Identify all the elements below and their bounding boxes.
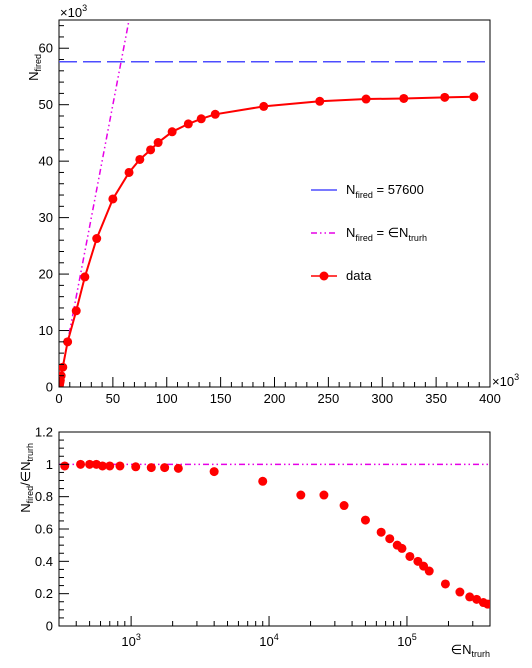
bottom-x-axis-label: ∈Ntrurh xyxy=(451,642,490,659)
bottom-y-tick-label: 1 xyxy=(46,457,53,472)
top-y-axis: 0 10 20 30 40 50 60 xyxy=(39,25,69,395)
top-x-axis: 0 50 100 150 200 250 300 350 400 xyxy=(55,377,501,406)
top-data-point xyxy=(59,362,68,372)
bottom-y-axis: 0 0.2 0.4 0.6 0.8 1 1.2 xyxy=(35,425,69,634)
bottom-data-point xyxy=(115,461,125,471)
legend-entry-hline: Nfired = 57600 xyxy=(311,182,424,200)
bottom-data-point xyxy=(160,463,170,473)
top-data-point xyxy=(440,92,450,102)
bottom-data-point xyxy=(258,476,268,486)
bottom-y-tick-label: 0.4 xyxy=(35,554,53,569)
top-x-tick-label: 400 xyxy=(479,391,501,406)
bottom-data-point xyxy=(455,587,465,597)
bottom-x-tick-label: 103 xyxy=(121,632,140,649)
top-data-point xyxy=(71,306,81,316)
bottom-data-point xyxy=(424,566,434,576)
bottom-x-axis: 103 104 105 xyxy=(58,616,491,649)
top-x-tick-label: 250 xyxy=(318,391,340,406)
top-data-point xyxy=(108,194,118,204)
top-panel: 0 50 100 150 200 250 300 350 400 0 10 20 30 40 50 60 ×… xyxy=(26,3,519,406)
bottom-data-point xyxy=(146,463,156,473)
bottom-y-tick-label: 0 xyxy=(46,619,53,634)
legend-hline-label: Nfired = 57600 xyxy=(346,182,424,200)
bottom-data-point xyxy=(76,459,86,469)
bottom-data-point xyxy=(376,527,386,537)
top-data-point xyxy=(399,93,409,103)
top-data-point xyxy=(469,92,479,102)
top-data-point xyxy=(135,154,145,164)
bottom-plot-frame xyxy=(58,431,491,627)
top-y-tick-label: 50 xyxy=(39,97,53,112)
top-x-multiplier: ×103 xyxy=(492,372,519,389)
top-data-point xyxy=(361,94,371,104)
top-x-tick-label: 300 xyxy=(371,391,393,406)
bottom-data-point xyxy=(97,461,107,471)
top-y-axis-label: Nfired xyxy=(26,54,43,81)
top-data-point xyxy=(167,127,177,137)
top-x-tick-label: 0 xyxy=(55,391,62,406)
bottom-data-point xyxy=(405,551,415,561)
bottom-data-point xyxy=(465,592,475,602)
bottom-data-point xyxy=(296,490,306,500)
top-x-tick-label: 200 xyxy=(264,391,286,406)
bottom-data-point xyxy=(440,579,450,589)
bottom-data-point xyxy=(339,501,349,511)
legend: Nfired = 57600 Nfired = ∈Ntrurh data xyxy=(311,182,427,283)
bottom-y-tick-label: 0.6 xyxy=(35,522,53,537)
bottom-y-tick-label: 0.2 xyxy=(35,586,53,601)
bottom-data-point xyxy=(360,515,370,525)
bottom-data-point xyxy=(173,463,183,473)
top-data-point xyxy=(146,145,156,155)
top-data-point xyxy=(183,119,193,129)
bottom-data-points xyxy=(60,459,490,609)
bottom-data-point xyxy=(105,461,115,471)
top-y-tick-label: 60 xyxy=(39,41,53,56)
top-y-multiplier: ×103 xyxy=(60,3,87,20)
bottom-data-point xyxy=(385,534,395,544)
top-y-tick-label: 20 xyxy=(39,267,53,282)
legend-data-label: data xyxy=(346,268,372,283)
bottom-data-point xyxy=(85,459,95,469)
legend-proportional-label: Nfired = ∈Ntrurh xyxy=(346,225,427,243)
bottom-y-tick-label: 0.8 xyxy=(35,489,53,504)
top-x-tick-label: 350 xyxy=(425,391,447,406)
bottom-x-tick-label: 104 xyxy=(259,632,278,649)
bottom-data-point xyxy=(209,467,219,477)
bottom-data-point xyxy=(60,461,70,471)
bottom-y-axis-label: Nfired/∈Ntrurh xyxy=(18,443,35,513)
bottom-data-point xyxy=(319,490,329,500)
top-y-tick-label: 40 xyxy=(39,154,53,169)
legend-data-marker xyxy=(319,271,329,281)
top-x-tick-label: 50 xyxy=(106,391,120,406)
top-x-tick-label: 150 xyxy=(210,391,232,406)
top-data-point xyxy=(63,337,73,347)
top-series-proportional-line xyxy=(59,20,130,387)
bottom-data-point xyxy=(397,543,407,553)
legend-entry-proportional: Nfired = ∈Ntrurh xyxy=(311,225,427,243)
top-data-point xyxy=(196,114,206,124)
top-data-point xyxy=(153,138,163,148)
top-data-point xyxy=(210,109,220,119)
bottom-data-point xyxy=(472,594,482,604)
legend-entry-data: data xyxy=(311,268,372,283)
top-data-point xyxy=(315,96,325,106)
top-y-tick-label: 30 xyxy=(39,210,53,225)
top-data-point xyxy=(80,272,90,282)
top-data-points xyxy=(59,92,479,387)
top-y-tick-label: 10 xyxy=(39,323,53,338)
top-data-point xyxy=(92,234,102,244)
top-y-tick-label: 0 xyxy=(46,380,53,395)
top-data-point xyxy=(124,167,134,177)
bottom-data-point xyxy=(131,462,141,472)
bottom-y-tick-label: 1.2 xyxy=(35,425,53,440)
bottom-data-point xyxy=(483,599,490,609)
top-data-point xyxy=(259,101,269,111)
bottom-x-tick-label: 105 xyxy=(397,632,416,649)
top-plot-frame xyxy=(58,19,491,388)
top-x-tick-label: 100 xyxy=(156,391,178,406)
bottom-panel: 103 104 105 0 0.2 0.4 0.6 0.8 1 1.2 Nfired/∈Ntru… xyxy=(18,425,491,659)
